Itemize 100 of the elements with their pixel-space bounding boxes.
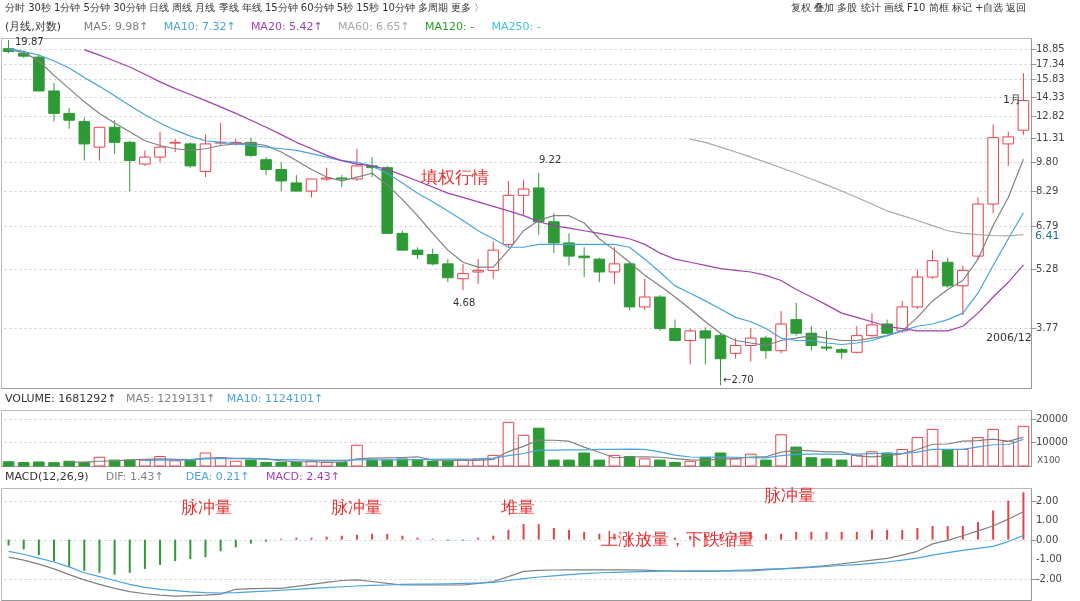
bar [810,531,813,540]
bar [492,535,495,540]
text: MA20: 5.42↑ [250,20,323,33]
bar [159,539,162,565]
y-tick-label: 10000 [1036,436,1068,448]
annotation: 1月 [1003,93,1021,106]
bar [128,539,131,573]
candlestick [699,326,712,365]
bar [325,536,328,540]
bar [507,529,510,540]
candlestick [684,328,696,365]
bar [249,539,252,544]
text: DIF: 1.43↑ [105,470,164,483]
bar [840,531,843,540]
bar [583,531,586,540]
bar [219,539,222,552]
bar [37,539,40,556]
bar [987,428,999,467]
candlestick [305,178,318,198]
bar [17,461,30,467]
text: 6.41 [1035,229,1060,242]
bar [355,534,358,540]
bar [532,427,545,467]
bar [764,533,767,540]
candlestick [760,335,772,360]
candlestick [108,119,121,155]
y-tick-label: 1.00 [1036,514,1059,526]
bar [598,533,601,540]
bar [275,461,288,467]
bar [992,510,995,540]
bar [593,459,606,467]
candlestick [275,161,288,192]
y-tick-label: 20000 [1036,412,1068,424]
bar [568,529,571,540]
bar [113,539,116,575]
candlestick [396,230,409,251]
y-tick-label: -1.00 [1036,553,1062,565]
candlestick [48,82,60,123]
bar [911,437,924,467]
candlestick [93,126,106,162]
bar [946,525,949,540]
bar [1002,440,1015,467]
y-tick-label: 9.80 [1036,156,1059,168]
text: MA10: 7.32↑ [163,20,236,33]
candlestick [78,116,91,162]
bar [401,535,404,540]
bar [976,522,979,540]
candlestick [517,179,530,217]
bar [972,437,984,467]
candlestick [184,141,197,169]
y-tick-label: 0.00 [1036,533,1059,545]
annotation: 脉冲量 [764,486,815,505]
candlestick [578,246,590,278]
annotation: 堆量 [500,498,535,517]
bar [340,535,343,540]
bar [805,457,818,467]
annotation: 2006/12 [986,331,1032,344]
bar [931,525,934,540]
y-tick-label: 15.83 [1036,73,1065,85]
bar [143,539,146,569]
text: X100 [1037,455,1061,465]
bar [229,460,242,467]
text: MA10: 1124101↑ [226,392,324,405]
bar [870,529,873,540]
bar [123,459,136,467]
bar [386,533,389,540]
candlestick [442,258,454,283]
bar [245,459,257,467]
bar [820,458,833,467]
bar [855,531,858,540]
text: MA5: 1219131↑ [126,392,216,405]
bar [1017,425,1030,467]
bar [371,533,374,540]
bar [926,428,939,467]
text: MACD: 2.43↑ [266,470,340,483]
bar [961,525,964,540]
bar [825,531,828,540]
bar [442,460,454,467]
bar [174,539,177,562]
bar [563,459,575,467]
bar [517,434,530,467]
candlestick [593,257,606,283]
candlestick [608,246,621,285]
candlestick [896,300,909,334]
annotation: 填权行情 [420,168,489,187]
bar [48,462,60,467]
bar [83,539,86,571]
bar [426,460,439,467]
annotation: 4.68 [453,297,476,308]
y-tick-label: 14.33 [1036,90,1065,102]
bar [654,459,666,467]
candlestick [260,156,272,176]
candlestick [63,107,75,130]
bar [578,452,590,467]
bar [411,459,424,467]
bar [780,533,783,540]
y-tick-label: 12.82 [1036,109,1065,121]
y-tick-label: 2.00 [1036,494,1059,506]
y-tick-label: 11.31 [1036,131,1065,143]
candlestick [123,140,136,192]
